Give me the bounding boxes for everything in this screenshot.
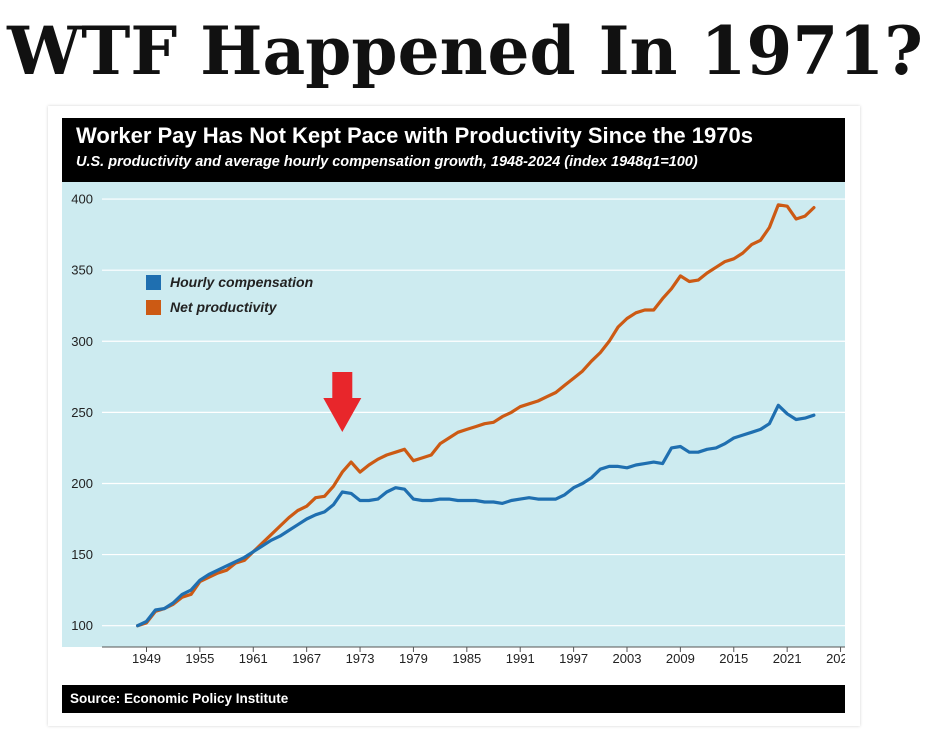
y-tick-label: 250: [71, 405, 93, 420]
source-text: Source: Economic Policy Institute: [70, 691, 289, 706]
x-tick-label: 2015: [719, 651, 748, 666]
x-axis-band: [62, 647, 845, 674]
y-tick-label: 350: [71, 263, 93, 278]
x-tick-label: 1949: [132, 651, 161, 666]
y-tick-label: 400: [71, 192, 93, 207]
legend-label: Hourly compensation: [170, 274, 313, 290]
chart-subtitle: U.S. productivity and average hourly com…: [76, 154, 698, 170]
chart-header: Worker Pay Has Not Kept Pace with Produc…: [62, 118, 845, 182]
x-tick-label: 2027: [826, 651, 845, 666]
red-arrow-annotation: [323, 372, 362, 432]
headline: WTF Happened In 1971?: [7, 12, 923, 90]
x-tick-label: 2003: [613, 651, 642, 666]
legend-label: Net productivity: [170, 299, 278, 315]
y-tick-label: 150: [71, 547, 93, 562]
chart-title: Worker Pay Has Not Kept Pace with Produc…: [76, 123, 753, 148]
y-tick-label: 200: [71, 476, 93, 491]
y-tick-label: 300: [71, 334, 93, 349]
x-tick-label: 1967: [292, 651, 321, 666]
y-tick-label: 100: [71, 618, 93, 633]
x-tick-label: 1997: [559, 651, 588, 666]
x-tick-label: 2021: [773, 651, 802, 666]
x-tick-label: 1961: [239, 651, 268, 666]
line-chart: 100 150 200 250 300 350 400 1949 1955 1961 1967 197…: [62, 182, 845, 674]
x-tick-label: 2009: [666, 651, 695, 666]
legend-swatch: [146, 275, 161, 290]
legend-swatch: [146, 300, 161, 315]
x-tick-label: 1985: [452, 651, 481, 666]
series-line-hourly-compensation: [135, 403, 816, 628]
x-tick-label: 1955: [185, 651, 214, 666]
x-tick-label: 1991: [506, 651, 535, 666]
x-tick-label: 1979: [399, 651, 428, 666]
x-tick-label: 1973: [346, 651, 375, 666]
source-bar: Source: Economic Policy Institute: [62, 685, 845, 713]
